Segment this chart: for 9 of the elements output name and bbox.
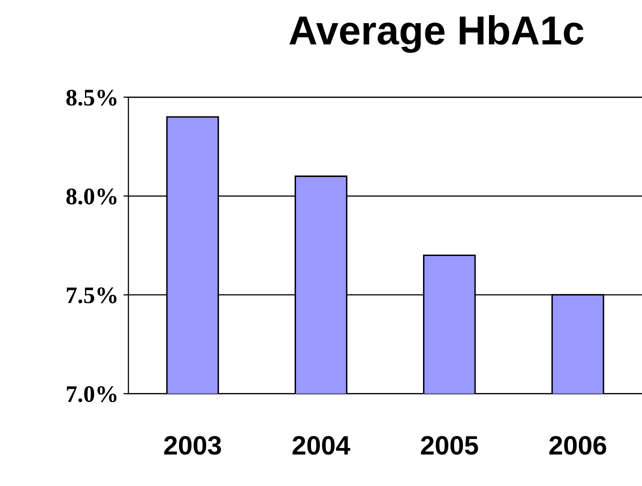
x-tick-label: 2004 xyxy=(292,436,350,455)
chart-title: Average HbA1c xyxy=(289,15,584,53)
y-tick-label: 8.0% xyxy=(66,188,116,205)
y-tick-label: 7.5% xyxy=(66,287,116,304)
y-tick-label: 7.0% xyxy=(66,386,116,402)
x-tick-label: 2005 xyxy=(420,436,478,455)
y-tick-label: 8.5% xyxy=(66,90,116,106)
x-tick-label: 2006 xyxy=(549,436,606,455)
x-tick-label: 2003 xyxy=(164,436,221,455)
